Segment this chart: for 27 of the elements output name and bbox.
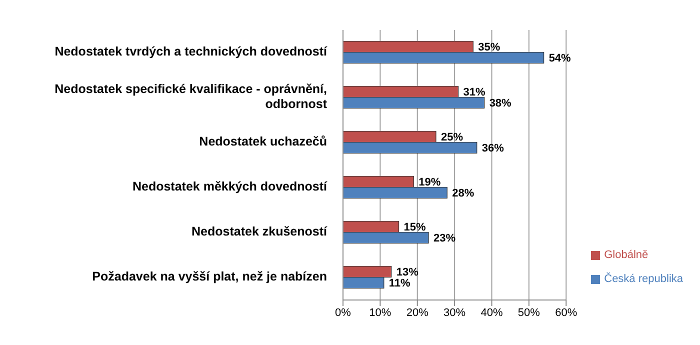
data-label: 23% [434, 232, 456, 245]
data-label: 15% [404, 222, 426, 234]
data-label: 38% [489, 98, 512, 110]
y-tick-label: Nedostatek zkušeností [192, 224, 328, 239]
data-label: 25% [440, 132, 464, 144]
data-label: 19% [418, 176, 441, 189]
data-label: 36% [482, 142, 504, 155]
data-label: 31% [463, 86, 486, 99]
y-tick-label: Nedostatek tvrdých a technických dovedností [54, 44, 328, 59]
y-tick-label: Požadavek na vyšší plat, než je nabízen [92, 270, 327, 284]
y-tick-label: Nedostatek uchazečů [199, 134, 327, 149]
y-tick-label: Nedostatek měkkých dovedností [132, 180, 328, 194]
data-label: 28% [452, 188, 474, 200]
y-tick-label: Nedostatek specifické kvalifikace - oprávnění, odbornost [54, 82, 328, 112]
x-tick-label: 0% [335, 306, 352, 319]
legend-label: Globálně [604, 249, 648, 261]
x-tick-label: 50% [518, 306, 540, 319]
x-tick-label: 10% [369, 306, 392, 319]
x-tick-label: 30% [444, 306, 466, 319]
data-label: 54% [548, 52, 572, 65]
x-tick-label: 40% [480, 306, 503, 319]
data-label: 11% [388, 278, 411, 290]
legend-label: Česká republika [604, 273, 683, 285]
x-tick-label: 20% [406, 306, 429, 319]
data-label: 35% [478, 42, 500, 54]
x-tick-label: 60% [555, 306, 578, 319]
data-label: 13% [396, 266, 419, 279]
